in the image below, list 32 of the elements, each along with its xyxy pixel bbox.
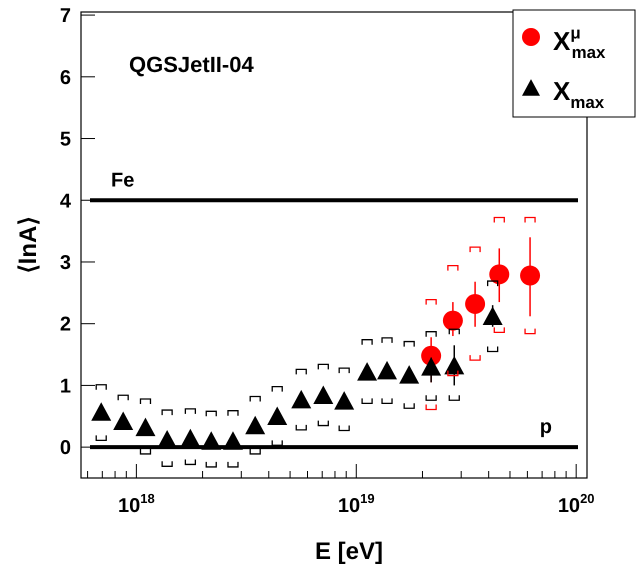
point xyxy=(113,411,134,430)
x-tick-label: 10$^{18}$ xyxy=(118,491,155,517)
y-tick-label: 4 xyxy=(60,190,72,212)
point xyxy=(421,357,442,376)
point xyxy=(313,386,334,404)
point xyxy=(91,402,112,421)
point xyxy=(222,431,243,450)
x-axis-title: E [eV] xyxy=(314,538,384,565)
y-axis-title: ⟨lnA⟩ xyxy=(15,216,42,274)
point xyxy=(267,406,288,426)
y-tick-label: 6 xyxy=(60,66,71,89)
y-tick-label: 3 xyxy=(60,252,71,274)
point xyxy=(377,360,398,380)
point xyxy=(291,390,312,408)
y-tick-label: 0 xyxy=(60,437,71,460)
point xyxy=(357,362,378,381)
point xyxy=(334,391,354,410)
point xyxy=(180,428,200,448)
point xyxy=(245,416,266,434)
y-tick-label: 5 xyxy=(60,128,71,151)
point xyxy=(135,418,156,436)
legend-label: X$_{max}$ xyxy=(553,76,605,112)
x-tick-label: 10$^{19}$ xyxy=(338,491,375,517)
ref-line-label: Fe xyxy=(111,169,134,192)
y-tick-label: 1 xyxy=(60,375,71,398)
y-tick-label: 2 xyxy=(60,314,71,336)
ref-line-label: p xyxy=(540,416,552,438)
annotation: QGSJetII-04 xyxy=(129,52,254,77)
point xyxy=(201,431,222,450)
x-tick-label: 10$^{20}$ xyxy=(558,491,595,517)
y-tick-label: 7 xyxy=(60,5,71,28)
point xyxy=(399,365,420,384)
